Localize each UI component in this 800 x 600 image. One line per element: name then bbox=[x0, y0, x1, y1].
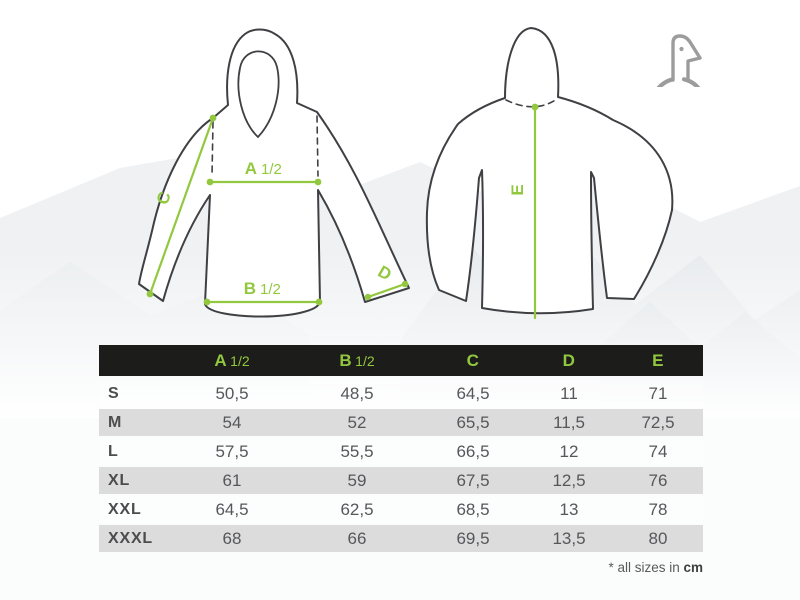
table-cell: 11,5 bbox=[553, 412, 585, 432]
measure-d-dot-left bbox=[364, 293, 372, 301]
table-cell: 62,5 bbox=[340, 499, 374, 519]
table-cell: 12 bbox=[559, 441, 579, 461]
table-cell: 68 bbox=[222, 528, 242, 548]
table-cell: 12,5 bbox=[552, 470, 586, 490]
table-cell: 13,5 bbox=[552, 528, 586, 548]
table-cell: 64,5 bbox=[215, 499, 249, 519]
column-header-b: B 1/2 bbox=[293, 351, 421, 371]
column-letter: C bbox=[466, 350, 480, 370]
table-cell: 66 bbox=[347, 528, 367, 548]
fish-head-logo-icon bbox=[656, 34, 702, 87]
table-cell: 76 bbox=[648, 470, 668, 490]
jacket-back-outline bbox=[425, 27, 674, 315]
footnote-text: * all sizes in bbox=[608, 560, 684, 575]
table-row-l: L 57,5 55,5 66,5 12 74 bbox=[99, 438, 703, 465]
jacket-front-drawing: A 1/2 B 1/2 C D bbox=[138, 28, 410, 318]
table-cell: 74 bbox=[648, 441, 668, 461]
table-cell: 57,5 bbox=[215, 441, 249, 461]
size-table-header: A 1/2 B 1/2 C D E bbox=[99, 345, 703, 376]
column-letter: E bbox=[652, 350, 664, 370]
measure-c-line bbox=[148, 116, 215, 296]
jacket-back-drawing: E bbox=[425, 27, 674, 320]
footnote-unit: cm bbox=[683, 560, 703, 575]
measure-c-label: C bbox=[153, 189, 175, 207]
column-letter: A bbox=[214, 350, 228, 370]
table-cell: 71 bbox=[648, 383, 668, 403]
column-header-c: C bbox=[421, 351, 525, 371]
measure-c-dot-bottom bbox=[146, 290, 154, 298]
table-cell: 65,5 bbox=[456, 412, 490, 432]
table-cell: 13 bbox=[559, 499, 579, 519]
table-row-xxl: XXL 64,5 62,5 68,5 13 78 bbox=[99, 496, 703, 523]
measure-a-label: A bbox=[245, 159, 257, 178]
measure-a-dot-right bbox=[314, 178, 322, 186]
table-row-xl: XL 61 59 67,5 12,5 76 bbox=[99, 467, 703, 494]
column-header-d: D bbox=[525, 351, 613, 371]
size-label: M bbox=[108, 413, 123, 431]
table-cell: 54 bbox=[222, 412, 242, 432]
size-table: A 1/2 B 1/2 C D E S 50,5 48,5 64,5 11 71 M… bbox=[99, 345, 703, 554]
measure-e-dot-top bbox=[531, 103, 539, 111]
table-cell: 67,5 bbox=[456, 470, 490, 490]
table-cell: 55,5 bbox=[340, 441, 374, 461]
size-label: XL bbox=[108, 471, 131, 489]
table-cell: 11 bbox=[560, 383, 578, 403]
column-header-a: A 1/2 bbox=[171, 351, 293, 371]
table-cell: 64,5 bbox=[456, 383, 490, 403]
table-row-s: S 50,5 48,5 64,5 11 71 bbox=[99, 380, 703, 407]
table-cell: 52 bbox=[347, 412, 367, 432]
measure-b-label: B bbox=[244, 279, 256, 298]
table-cell: 69,5 bbox=[456, 528, 490, 548]
measure-d-line bbox=[366, 282, 407, 299]
size-label: XXL bbox=[108, 500, 142, 518]
measure-a-dot-left bbox=[206, 178, 214, 186]
column-letter: D bbox=[562, 350, 576, 370]
measure-a-dashed-right bbox=[316, 115, 319, 177]
size-label: XXXL bbox=[108, 529, 153, 547]
measure-b-dot-left bbox=[203, 298, 211, 306]
measure-b-dot-right bbox=[315, 298, 323, 306]
column-header-e: E bbox=[613, 351, 703, 371]
table-cell: 59 bbox=[347, 470, 367, 490]
table-cell: 61 bbox=[222, 470, 242, 490]
measure-a-dashed-left bbox=[211, 121, 214, 177]
column-fraction: 1/2 bbox=[230, 352, 250, 369]
jacket-front-outline bbox=[138, 28, 410, 318]
measure-b-fraction: 1/2 bbox=[260, 281, 281, 298]
measure-e-label: E bbox=[508, 184, 527, 195]
table-cell: 68,5 bbox=[456, 499, 490, 519]
table-row-xxxl: XXXL 68 66 69,5 13,5 80 bbox=[99, 525, 703, 552]
column-letter: B bbox=[339, 350, 353, 370]
table-cell: 48,5 bbox=[340, 383, 374, 403]
column-fraction: 1/2 bbox=[355, 352, 375, 369]
table-cell: 78 bbox=[648, 499, 668, 519]
measure-c-dot-top bbox=[209, 114, 217, 122]
table-cell: 50,5 bbox=[215, 383, 249, 403]
table-cell: 80 bbox=[648, 528, 668, 548]
table-cell: 66,5 bbox=[456, 441, 490, 461]
size-label: L bbox=[108, 442, 119, 460]
logo-eye-dot bbox=[679, 46, 684, 52]
size-label: S bbox=[108, 384, 120, 402]
units-footnote: * all sizes in cm bbox=[99, 560, 703, 575]
table-row-m: M 54 52 65,5 11,5 72,5 bbox=[99, 409, 703, 436]
hood-opening-line bbox=[237, 50, 280, 139]
measure-d-dot-right bbox=[401, 280, 409, 288]
table-cell: 72,5 bbox=[641, 412, 675, 432]
measure-a-fraction: 1/2 bbox=[261, 161, 282, 178]
